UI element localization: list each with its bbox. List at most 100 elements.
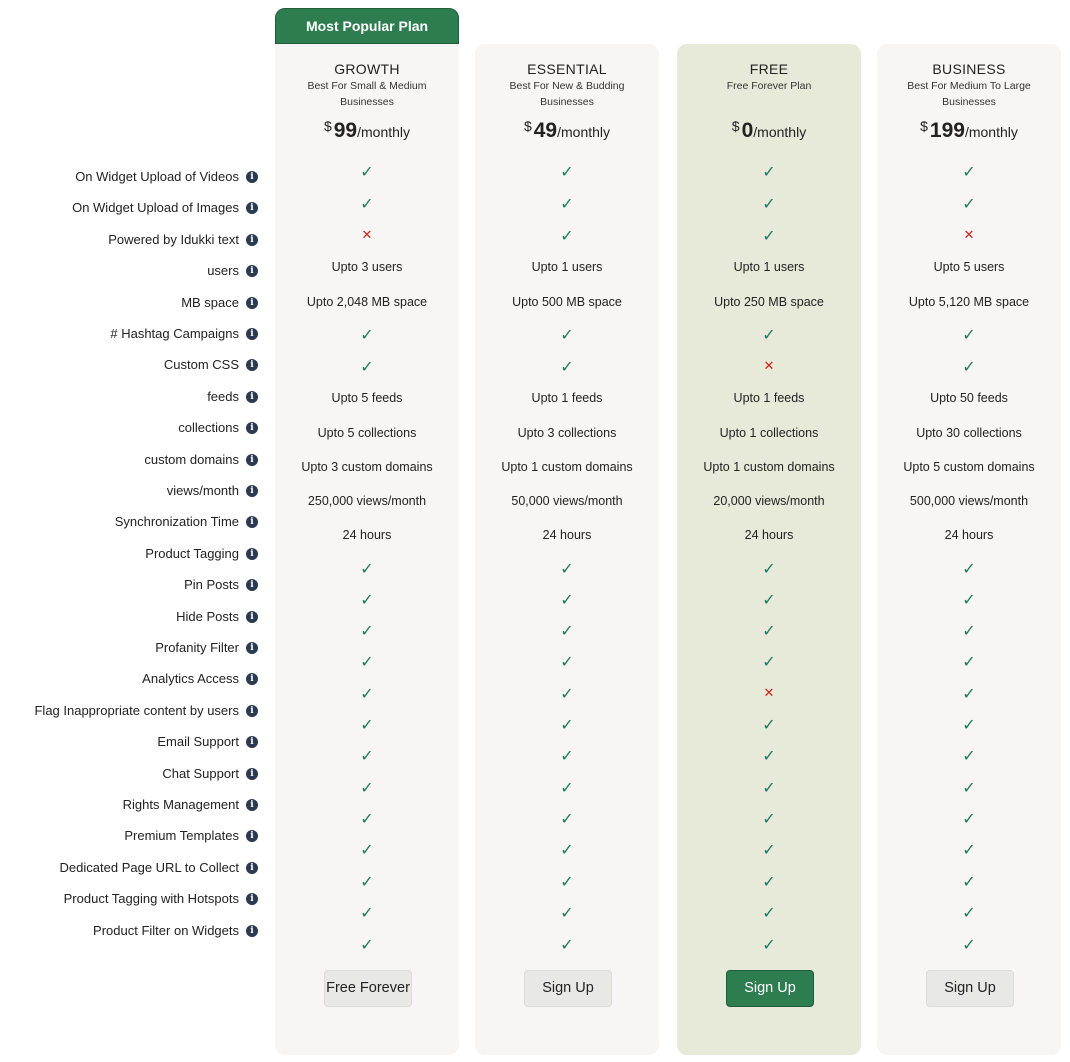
plan-cta-button-free[interactable]: Sign Up xyxy=(726,970,814,1007)
info-icon[interactable]: i xyxy=(246,328,258,340)
check-icon: ✓ xyxy=(962,325,976,344)
check-icon: ✓ xyxy=(962,840,976,859)
price-amount: 49 xyxy=(533,119,558,142)
info-icon[interactable]: i xyxy=(246,704,258,717)
feature-label-text: Profanity Filter xyxy=(155,640,239,655)
feature-label: feeds i xyxy=(207,389,258,405)
feature-label: Powered by Idukki text i xyxy=(108,232,258,248)
info-icon[interactable]: i xyxy=(246,390,258,403)
check-icon: ✓ xyxy=(560,325,574,344)
currency-symbol: $ xyxy=(323,118,332,134)
info-icon[interactable]: i xyxy=(246,547,258,560)
check-icon: ✓ xyxy=(762,715,776,734)
plan-cta-button-essential[interactable]: Sign Up xyxy=(524,970,612,1007)
plan-card-business: BUSINESS Best For Medium To Large Busine… xyxy=(877,44,1061,1055)
feature-value: Upto 5 feeds xyxy=(331,391,403,405)
feature-label: Rights Management i xyxy=(123,797,258,813)
plan-card-free: FREE Free Forever Plan $0/monthly xyxy=(677,44,861,1055)
info-icon[interactable]: i xyxy=(246,830,258,843)
check-icon: ✓ xyxy=(360,652,374,671)
feature-label-text: Product Tagging with Hotspots xyxy=(63,891,239,907)
feature-value: Upto 2,048 MB space xyxy=(306,295,428,309)
feature-label: # Hashtag Campaigns i xyxy=(110,326,258,342)
info-icon[interactable]: i xyxy=(246,893,258,906)
check-icon: ✓ xyxy=(962,684,976,703)
feature-value: Upto 5 users xyxy=(933,260,1005,274)
info-icon[interactable]: i xyxy=(246,673,258,686)
feature-value: Upto 1 feeds xyxy=(531,391,603,405)
info-icon[interactable]: i xyxy=(246,485,258,497)
plan-header: FREE Free Forever Plan $0/monthly xyxy=(677,60,861,142)
info-icon[interactable]: i xyxy=(246,265,258,278)
check-icon: ✓ xyxy=(762,872,776,891)
check-icon: ✓ xyxy=(762,935,776,954)
info-icon[interactable]: i xyxy=(246,171,258,183)
info-icon[interactable]: i xyxy=(246,767,258,780)
check-icon: ✓ xyxy=(360,840,374,859)
plan-card-growth: GROWTH Best For Small & Medium Businesse… xyxy=(275,44,459,1055)
feature-label: views/month i xyxy=(167,483,258,499)
info-icon[interactable]: i xyxy=(246,799,258,811)
feature-value: Upto 1 custom domains xyxy=(501,460,633,474)
plan-tagline: Best For Small & Medium Businesses xyxy=(307,80,427,108)
info-icon[interactable]: i xyxy=(246,422,258,435)
cross-icon: ✕ xyxy=(963,228,975,243)
feature-value: 250,000 views/month xyxy=(307,494,427,508)
plan-tagline: Best For New & Budding Businesses xyxy=(509,80,625,108)
feature-label-text: Pin Posts xyxy=(184,577,239,593)
info-icon[interactable]: i xyxy=(246,233,258,246)
feature-label: Profanity Filter i xyxy=(155,640,258,656)
feature-label: Hide Posts i xyxy=(176,609,258,625)
info-icon[interactable]: i xyxy=(246,610,258,623)
feature-label-text: On Widget Upload of Images xyxy=(72,200,239,216)
plan-header: ESSENTIAL Best For New & Budding Busines… xyxy=(475,60,659,142)
check-icon: ✓ xyxy=(762,559,776,578)
price-amount: 199 xyxy=(929,119,965,142)
check-icon: ✓ xyxy=(560,903,574,922)
info-icon[interactable]: i xyxy=(246,359,258,372)
info-icon[interactable]: i xyxy=(246,642,258,654)
info-icon[interactable]: i xyxy=(246,202,258,215)
feature-label: Analytics Access i xyxy=(142,671,258,687)
feature-label-text: Custom CSS xyxy=(163,357,239,373)
info-icon[interactable]: i xyxy=(246,579,258,592)
check-icon: ✓ xyxy=(962,357,976,376)
cross-icon: ✕ xyxy=(763,686,775,701)
feature-label-text: collections xyxy=(178,420,239,436)
check-icon: ✓ xyxy=(962,746,976,765)
check-icon: ✓ xyxy=(360,746,374,765)
check-icon: ✓ xyxy=(962,559,976,578)
feature-label: Synchronization Time i xyxy=(115,514,258,530)
info-icon[interactable]: i xyxy=(246,453,258,466)
check-icon: ✓ xyxy=(762,903,776,922)
feature-value: 24 hours xyxy=(342,528,392,542)
feature-label: Chat Support i xyxy=(162,766,258,782)
plan-name: GROWTH xyxy=(334,61,400,77)
check-icon: ✓ xyxy=(560,162,574,181)
check-icon: ✓ xyxy=(762,778,776,797)
info-icon[interactable]: i xyxy=(246,924,258,937)
check-icon: ✓ xyxy=(360,325,374,344)
check-icon: ✓ xyxy=(360,778,374,797)
plan-cta-button-business[interactable]: Sign Up xyxy=(926,970,1014,1007)
feature-label-text: views/month xyxy=(166,483,239,498)
plan-cta-button-growth[interactable]: Free Forever xyxy=(324,970,412,1007)
check-icon: ✓ xyxy=(762,194,776,213)
feature-label-text: feeds xyxy=(207,388,239,404)
check-icon: ✓ xyxy=(560,357,574,376)
feature-value: Upto 1 custom domains xyxy=(703,460,835,474)
info-icon[interactable]: i xyxy=(246,516,258,529)
plan-name: FREE xyxy=(749,61,789,77)
check-icon: ✓ xyxy=(962,903,976,922)
feature-label: Custom CSS i xyxy=(164,357,258,373)
check-icon: ✓ xyxy=(962,621,976,640)
feature-label: Email Support i xyxy=(157,734,258,750)
info-icon[interactable]: i xyxy=(246,861,258,874)
price-amount: 99 xyxy=(333,119,358,142)
feature-label-text: Powered by Idukki text xyxy=(108,231,239,247)
feature-label: Dedicated Page URL to Collect i xyxy=(60,860,258,876)
feature-label-text: Synchronization Time xyxy=(114,514,239,530)
info-icon[interactable]: i xyxy=(246,296,258,309)
info-icon[interactable]: i xyxy=(246,736,258,749)
check-icon: ✓ xyxy=(560,715,574,734)
